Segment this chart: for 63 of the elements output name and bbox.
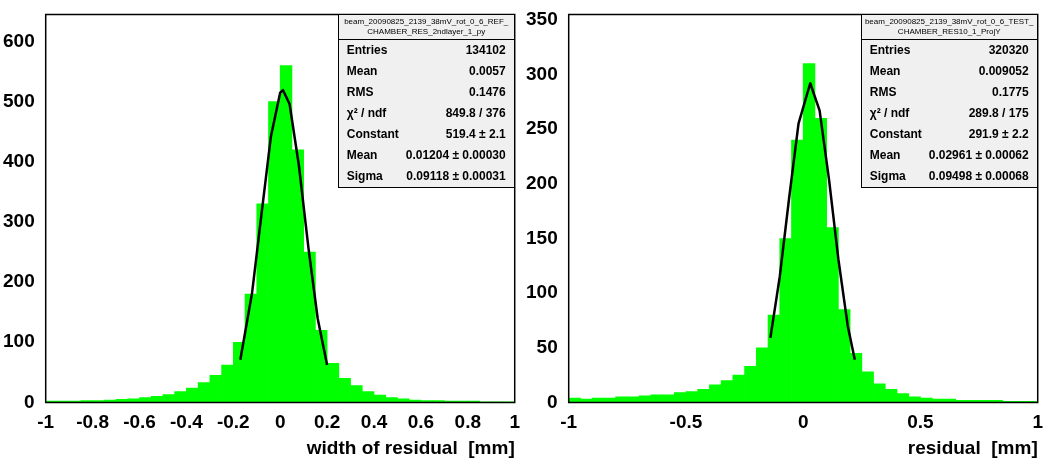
x-tick-label: -0.6 [123, 411, 156, 433]
y-tick-label: 0 [24, 390, 35, 412]
annotation: 0.09118 ± 0.00031 [406, 169, 506, 185]
y-tick-label: 300 [526, 62, 558, 84]
x-tick-label: 0.8 [454, 411, 482, 433]
y-tick-label: 400 [3, 150, 35, 172]
annotation: χ² / ndf [346, 106, 387, 122]
annotation: RMS [869, 85, 897, 101]
y-tick-label: 250 [526, 117, 558, 139]
annotation: Entries [869, 43, 911, 59]
x-tick-label: -0.5 [669, 411, 703, 433]
x-axis-title: residual [mm] [907, 436, 1038, 458]
annotation: 0.1476 [469, 85, 506, 101]
x-axis-title: width of residual [mm] [305, 436, 515, 458]
y-tick-label: 50 [536, 335, 558, 357]
annotation: χ² / ndf [869, 106, 910, 122]
x-tick-label: 0.6 [407, 411, 435, 433]
x-tick-label: 0.5 [907, 411, 935, 433]
annotation: Constant [869, 127, 922, 143]
x-tick-label: -0.8 [76, 411, 109, 433]
y-tick-label: 100 [526, 281, 558, 303]
x-tick-label: -0.4 [170, 411, 204, 433]
y-tick-label: 200 [3, 270, 35, 292]
y-tick-label: 0 [547, 390, 558, 412]
annotation: 0.1775 [992, 85, 1029, 101]
x-tick-label: 0 [797, 411, 809, 433]
annotation: 0.02961 ± 0.00062 [928, 148, 1029, 164]
annotation: 289.8 / 175 [968, 106, 1029, 122]
annotation: Mean [346, 64, 378, 80]
x-tick-label: -1 [37, 411, 55, 433]
annotation: 0.09498 ± 0.00068 [928, 169, 1029, 185]
x-tick-label: 0.2 [313, 411, 341, 433]
annotation: Mean [346, 148, 378, 164]
annotation: Mean [869, 64, 901, 80]
x-tick-label: -0.2 [216, 411, 250, 433]
y-tick-label: 300 [3, 210, 35, 232]
x-tick-label: 1 [509, 411, 521, 433]
x-tick-label: 0 [274, 411, 286, 433]
annotation: Sigma [346, 169, 383, 185]
x-tick-label: 0.4 [360, 411, 388, 433]
annotation: 0.01204 ± 0.00030 [405, 148, 506, 164]
x-tick-label: 1 [1032, 411, 1044, 433]
y-tick-label: 350 [526, 8, 558, 30]
annotation: Constant [346, 127, 399, 143]
annotation: RMS [346, 85, 374, 101]
annotation: 0.009052 [978, 64, 1029, 80]
annotation: beam_20090825_2139_38mV_rot_0_6_TEST_CHAMBER_RES10_1_ProjY [861, 15, 1037, 41]
y-tick-label: 600 [3, 29, 35, 51]
y-tick-label: 100 [3, 330, 35, 352]
annotation: 519.4 ± 2.1 [445, 127, 506, 143]
y-tick-label: 500 [3, 89, 35, 111]
annotation: Mean [869, 148, 901, 164]
annotation: beam_20090825_2139_38mV_rot_0_6_REF_CHAMBER_RES_2ndlayer_1_py [338, 15, 514, 41]
annotation: Sigma [869, 169, 906, 185]
annotation: 849.8 / 376 [445, 106, 506, 122]
annotation: 320320 [988, 43, 1029, 59]
y-tick-label: 150 [526, 226, 558, 248]
annotation: Entries [346, 43, 388, 59]
annotation: 134102 [465, 43, 506, 59]
y-tick-label: 200 [526, 172, 558, 194]
annotation: 0.0057 [469, 64, 506, 80]
annotation: 291.9 ± 2.2 [968, 127, 1029, 143]
x-tick-label: -1 [560, 411, 578, 433]
